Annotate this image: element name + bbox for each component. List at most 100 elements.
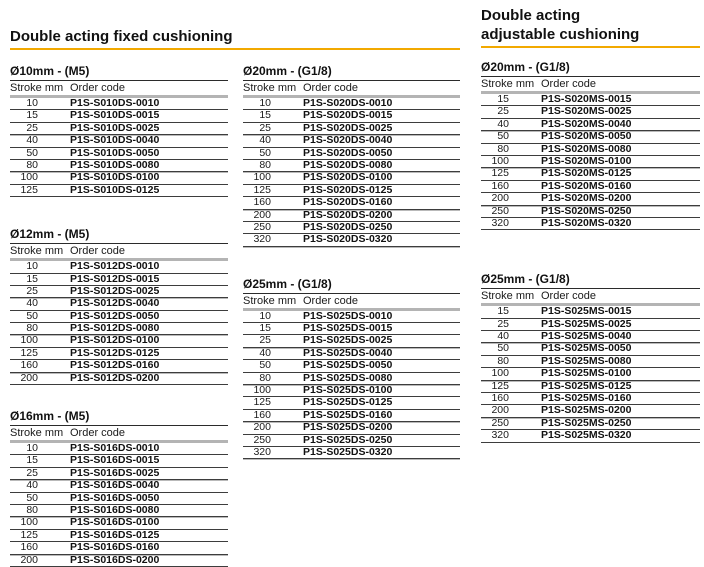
order-code: P1S-S012DS-0010: [70, 260, 160, 273]
stroke-value: 25: [26, 466, 38, 479]
order-code: P1S-S025DS-0015: [303, 322, 393, 335]
table-row: 15 P1S-S010DS-0015: [10, 109, 228, 123]
table-row: 320 P1S-S025MS-0320: [481, 429, 700, 443]
stroke-value: 200: [20, 553, 38, 566]
stroke-value: 100: [20, 171, 38, 184]
table-row: 15 P1S-S025DS-0015: [243, 322, 460, 336]
order-code: P1S-S025MS-0200: [541, 404, 632, 417]
order-code: P1S-S010DS-0125: [70, 183, 160, 196]
order-code: P1S-S020MS-0125: [541, 167, 632, 180]
stroke-value: 25: [26, 284, 38, 297]
order-code: P1S-S025MS-0160: [541, 392, 632, 405]
stroke-value: 100: [491, 154, 509, 167]
column-header-stroke: Stroke mm: [243, 82, 297, 94]
table-row: 15 P1S-S020MS-0015: [481, 93, 700, 107]
order-code: P1S-S016DS-0050: [70, 491, 160, 504]
order-code: P1S-S016DS-0100: [70, 516, 160, 529]
stroke-value: 100: [253, 384, 271, 397]
table-row: 40 P1S-S020DS-0040: [243, 134, 460, 148]
stroke-value: 15: [26, 272, 38, 285]
table-row: 100 P1S-S010DS-0100: [10, 171, 228, 185]
stroke-value: 250: [491, 204, 509, 217]
table-row: 200 P1S-S025DS-0200: [243, 421, 460, 435]
section-heading-adjustable: Double acting adjustable cushioning: [481, 6, 700, 48]
order-code: P1S-S012DS-0100: [70, 334, 160, 347]
table-row: 15 P1S-S016DS-0015: [10, 455, 228, 468]
order-code: P1S-S020MS-0040: [541, 117, 632, 130]
table-row: 40 P1S-S012DS-0040: [10, 297, 228, 311]
table-row: 125 P1S-S020MS-0125: [481, 167, 700, 181]
stroke-value: 50: [26, 146, 38, 159]
order-code: P1S-S016DS-0160: [70, 541, 160, 554]
order-table-10mm: Ø10mm - (M5) Stroke mm Order code 10 P1S-…: [10, 64, 228, 198]
table-row: 40 P1S-S020MS-0040: [481, 117, 700, 132]
order-code: P1S-S012DS-0025: [70, 284, 160, 297]
table-row: 200 P1S-S012DS-0200: [10, 372, 228, 386]
table-row: 40 P1S-S016DS-0040: [10, 479, 228, 493]
order-code: P1S-S020DS-0025: [303, 121, 393, 134]
table-row: 25 P1S-S016DS-0025: [10, 466, 228, 481]
stroke-value: 15: [259, 322, 271, 335]
table-row: 200 P1S-S020MS-0200: [481, 192, 700, 206]
table-row: 160 P1S-S025DS-0160: [243, 409, 460, 423]
table-header: Stroke mm Order code: [243, 81, 460, 98]
stroke-value: 320: [253, 445, 271, 458]
order-code: P1S-S016DS-0080: [70, 503, 160, 516]
order-code: P1S-S016DS-0200: [70, 553, 160, 566]
table-row: 25 P1S-S020MS-0025: [481, 105, 700, 119]
table-row: 25 P1S-S012DS-0025: [10, 284, 228, 299]
order-code: P1S-S025DS-0080: [303, 371, 393, 384]
order-code: P1S-S020DS-0010: [303, 97, 393, 109]
order-code: P1S-S025DS-0250: [303, 433, 393, 446]
stroke-value: 40: [26, 479, 38, 492]
table-row: 125 P1S-S025MS-0125: [481, 379, 700, 394]
order-table-20mm-fixed: Ø20mm - (G1/8) Stroke mm Order code 10 P1…: [243, 64, 460, 247]
table-header: Stroke mm Order code: [10, 244, 228, 262]
stroke-value: 200: [491, 192, 509, 205]
column-header-order-code: Order code: [70, 427, 126, 440]
table-row: 80 P1S-S012DS-0080: [10, 322, 228, 336]
order-table-20mm-adjustable: Ø20mm - (G1/8) Stroke mm Order code 15 P1…: [481, 60, 700, 231]
section-adjustable-cushioning: Double acting adjustable cushioning Ø20m…: [481, 0, 700, 443]
table-row: 25 P1S-S020DS-0025: [243, 121, 460, 136]
stroke-value: 320: [491, 429, 509, 442]
table-row: 40 P1S-S010DS-0040: [10, 134, 228, 148]
table-row: 160 P1S-S012DS-0160: [10, 359, 228, 373]
table-header: Stroke mm Order code: [243, 294, 460, 311]
column-header-stroke: Stroke mm: [481, 78, 535, 90]
order-table-12mm: Ø12mm - (M5) Stroke mm Order code 10 P1S-…: [10, 227, 228, 386]
table-row: 50 P1S-S020MS-0050: [481, 130, 700, 144]
stroke-value: 25: [259, 121, 271, 134]
table-title-20mm-fixed: Ø20mm - (G1/8): [243, 64, 460, 81]
column-header-stroke: Stroke mm: [481, 290, 535, 303]
column-header-order-code: Order code: [303, 82, 359, 94]
stroke-value: 15: [26, 109, 38, 122]
order-code: P1S-S025DS-0050: [303, 359, 393, 372]
stroke-value: 125: [253, 183, 271, 196]
order-code: P1S-S012DS-0015: [70, 272, 160, 285]
stroke-value: 80: [26, 322, 38, 335]
table-title-16mm: Ø16mm - (M5): [10, 409, 228, 427]
column-header-stroke: Stroke mm: [10, 245, 64, 258]
order-code: P1S-S012DS-0160: [70, 359, 160, 372]
order-code: P1S-S020DS-0250: [303, 220, 393, 233]
order-code: P1S-S012DS-0080: [70, 322, 160, 335]
column-header-stroke: Stroke mm: [10, 427, 64, 440]
stroke-value: 15: [497, 305, 509, 318]
stroke-value: 10: [26, 97, 38, 109]
stroke-value: 80: [26, 503, 38, 516]
order-code: P1S-S025MS-0125: [541, 379, 632, 392]
table-row: 50 P1S-S025DS-0050: [243, 359, 460, 373]
order-code: P1S-S020MS-0200: [541, 192, 632, 205]
stroke-value: 40: [26, 297, 38, 310]
stroke-value: 40: [497, 117, 509, 130]
section-heading-fixed-text: Double acting fixed cushioning: [10, 28, 233, 45]
table-row: 80 P1S-S020MS-0080: [481, 143, 700, 156]
stroke-value: 50: [26, 491, 38, 504]
table-row: 50 P1S-S016DS-0050: [10, 491, 228, 505]
table-row: 80 P1S-S020DS-0080: [243, 159, 460, 173]
fixed-column-left: Ø10mm - (M5) Stroke mm Order code 10 P1S-…: [10, 50, 228, 567]
order-code: P1S-S016DS-0010: [70, 442, 160, 455]
order-code: P1S-S016DS-0025: [70, 466, 160, 479]
table-title-25mm-adjustable: Ø25mm - (G1/8): [481, 272, 700, 290]
